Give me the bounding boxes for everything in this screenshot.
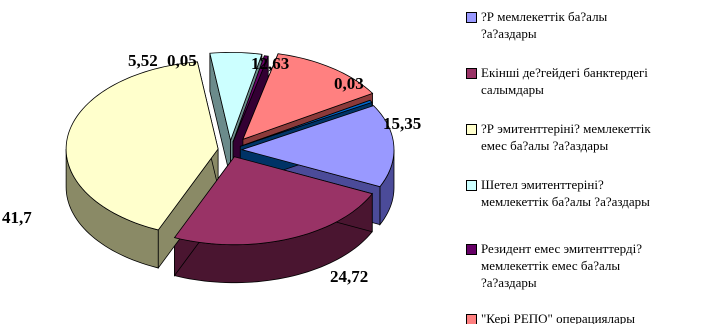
legend-label: мемлекеттік емес ба?алы	[481, 258, 621, 273]
legend-item: ?Р эмитенттеріні? мемлекеттік емес ба?алы…	[466, 120, 698, 154]
data-labels: 15,35 24,72 41,7 5,52 0,05 12,63 0,03	[2, 51, 421, 286]
legend-label: Екінші де?гейдегі банктердегі	[481, 65, 648, 80]
legend-label: "Кері РЕПО" операциялары	[481, 311, 636, 324]
legend-swatch	[466, 180, 477, 191]
data-label-6: 0,03	[334, 74, 364, 93]
legend-label: салымдары	[481, 82, 544, 97]
legend-label: ?а?аздары	[481, 275, 537, 290]
legend-label: мемлекеттік ба?алы ?а?аздары	[481, 194, 650, 209]
data-label-2: 41,7	[2, 208, 32, 227]
legend-label: Резидент емес эмитенттерді?	[481, 241, 642, 256]
pie-slice-3	[209, 52, 263, 142]
legend-item: Резидент емес эмитенттерді? мемлекеттік е…	[466, 240, 698, 291]
legend-swatch	[466, 244, 477, 255]
legend-item: "Кері РЕПО" операциялары	[466, 310, 698, 324]
pie-slice-2	[65, 61, 219, 231]
pie-tops	[65, 52, 395, 246]
pie-slice-6	[240, 99, 373, 147]
legend-item: ?Р мемлекеттік ба?алы ?а?аздары	[466, 8, 698, 42]
data-label-0: 15,35	[383, 114, 421, 133]
legend-swatch	[466, 68, 477, 79]
legend-label: Шетел эмитенттеріні?	[481, 177, 604, 192]
data-label-1: 24,72	[330, 267, 368, 286]
pie-slice-5	[242, 53, 374, 140]
pie-slice-4	[232, 55, 269, 142]
legend-item: Шетел эмитенттеріні? мемлекеттік ба?алы ?…	[466, 176, 698, 210]
pie-slice-0	[240, 105, 395, 188]
legend-swatch	[466, 12, 477, 23]
legend-swatch	[466, 124, 477, 135]
legend-label: емес ба?алы ?а?аздары	[481, 138, 609, 153]
pie-chart: 15,35 24,72 41,7 5,52 0,05 12,63 0,03	[2, 51, 421, 286]
legend-label: ?а?аздары	[481, 26, 537, 41]
data-label-5: 12,63	[251, 54, 289, 73]
legend-label: ?Р эмитенттеріні? мемлекеттік	[481, 121, 651, 136]
pie-slice-1	[173, 156, 373, 246]
data-label-4: 0,05	[167, 51, 197, 70]
legend-item: Екінші де?гейдегі банктердегі салымдары	[466, 64, 698, 98]
legend-label: ?Р мемлекеттік ба?алы	[481, 9, 608, 24]
data-label-3: 5,52	[128, 51, 158, 70]
legend-swatch	[466, 314, 477, 324]
